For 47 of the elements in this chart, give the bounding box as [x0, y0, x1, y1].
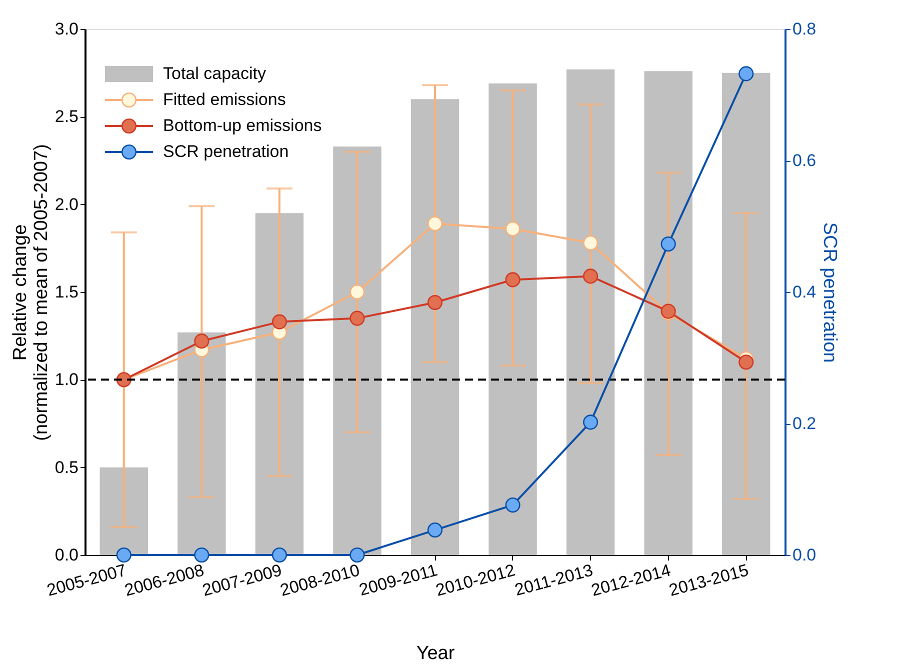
y-tick-label: 2.5 [54, 107, 78, 126]
y2-tick-label: 0.6 [792, 151, 816, 170]
y2-tick-label: 0.8 [792, 20, 816, 38]
y-tick-label: 3.0 [54, 20, 78, 38]
legend-label: Fitted emissions [163, 90, 286, 109]
point [505, 498, 520, 513]
bar [255, 213, 304, 555]
bar [722, 72, 770, 555]
bar [333, 146, 382, 555]
bar [100, 467, 148, 555]
point [505, 272, 520, 288]
point [583, 235, 598, 250]
point [350, 547, 365, 563]
y-tick-label: 2.0 [54, 194, 78, 214]
bar [410, 99, 460, 555]
bar [644, 71, 692, 555]
point [738, 354, 754, 370]
y2-tick-label: 0.4 [792, 282, 816, 302]
legend-label: Total capacity [163, 64, 266, 83]
y2-tick-label: 0.2 [792, 414, 816, 433]
point [116, 547, 132, 563]
bar [566, 69, 615, 555]
y2-tick-label: 0.0 [792, 546, 816, 564]
y-axis-title: Relative change (normalized to mean of 2005-2007) [10, 144, 52, 441]
y-tick-label: 0.0 [54, 546, 78, 564]
point [272, 547, 287, 563]
point [660, 236, 676, 252]
point [505, 221, 520, 236]
x-axis-title: Year [416, 642, 456, 664]
point [194, 334, 210, 349]
legend-label: Bottom-up emissions [163, 116, 322, 135]
point [583, 414, 598, 430]
point [350, 284, 365, 300]
point [583, 268, 598, 284]
point [350, 310, 365, 326]
point [427, 216, 443, 232]
point [738, 66, 754, 82]
y2-axis-title: SCR penetration [819, 222, 840, 363]
y-tick-label: 1.5 [54, 282, 78, 302]
point [427, 294, 443, 310]
y-tick-label: 1.0 [54, 370, 78, 390]
y-tick-label: 0.5 [54, 458, 78, 477]
bar [488, 83, 537, 555]
point [427, 522, 443, 538]
legend-label: SCR penetration [163, 142, 289, 161]
point [194, 547, 210, 563]
point [272, 314, 287, 330]
